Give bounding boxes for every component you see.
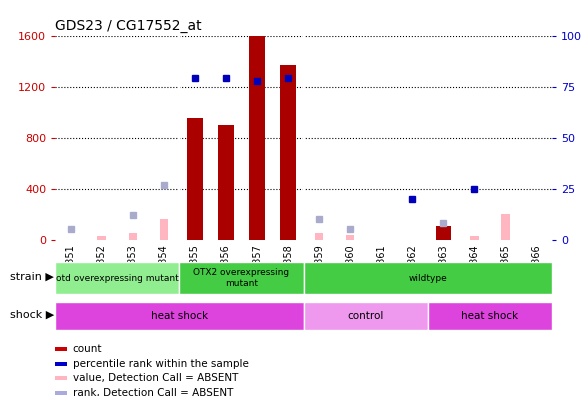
Text: rank, Detection Call = ABSENT: rank, Detection Call = ABSENT — [73, 388, 233, 396]
Text: strain ▶: strain ▶ — [10, 272, 54, 282]
Text: OTX2 overexpressing
mutant: OTX2 overexpressing mutant — [193, 268, 289, 288]
Bar — [55, 262, 180, 294]
Bar — [218, 125, 234, 240]
Bar — [280, 65, 296, 240]
Bar — [436, 226, 451, 240]
Bar — [501, 214, 510, 240]
Text: count: count — [73, 344, 102, 354]
Bar — [249, 36, 265, 240]
Bar — [160, 219, 168, 240]
Text: value, Detection Call = ABSENT: value, Detection Call = ABSENT — [73, 373, 238, 383]
Text: percentile rank within the sample: percentile rank within the sample — [73, 359, 249, 369]
Bar — [128, 232, 137, 240]
Text: otd overexpressing mutant: otd overexpressing mutant — [56, 274, 179, 283]
Bar — [55, 362, 67, 366]
Text: GDS23 / CG17552_at: GDS23 / CG17552_at — [55, 19, 202, 33]
Bar — [180, 262, 303, 294]
Bar — [346, 235, 354, 240]
Text: heat shock: heat shock — [461, 311, 518, 321]
Bar — [303, 262, 552, 294]
Bar — [315, 232, 324, 240]
Bar — [55, 376, 67, 381]
Bar — [55, 391, 67, 395]
Bar — [470, 236, 479, 240]
Bar — [55, 347, 67, 351]
Text: heat shock: heat shock — [151, 311, 208, 321]
Bar — [187, 118, 203, 240]
Text: wildtype: wildtype — [408, 274, 447, 283]
Bar — [98, 236, 106, 240]
Bar — [303, 302, 428, 330]
Text: shock ▶: shock ▶ — [10, 309, 54, 319]
Text: control: control — [347, 311, 384, 321]
Bar — [55, 302, 303, 330]
Bar — [428, 302, 552, 330]
